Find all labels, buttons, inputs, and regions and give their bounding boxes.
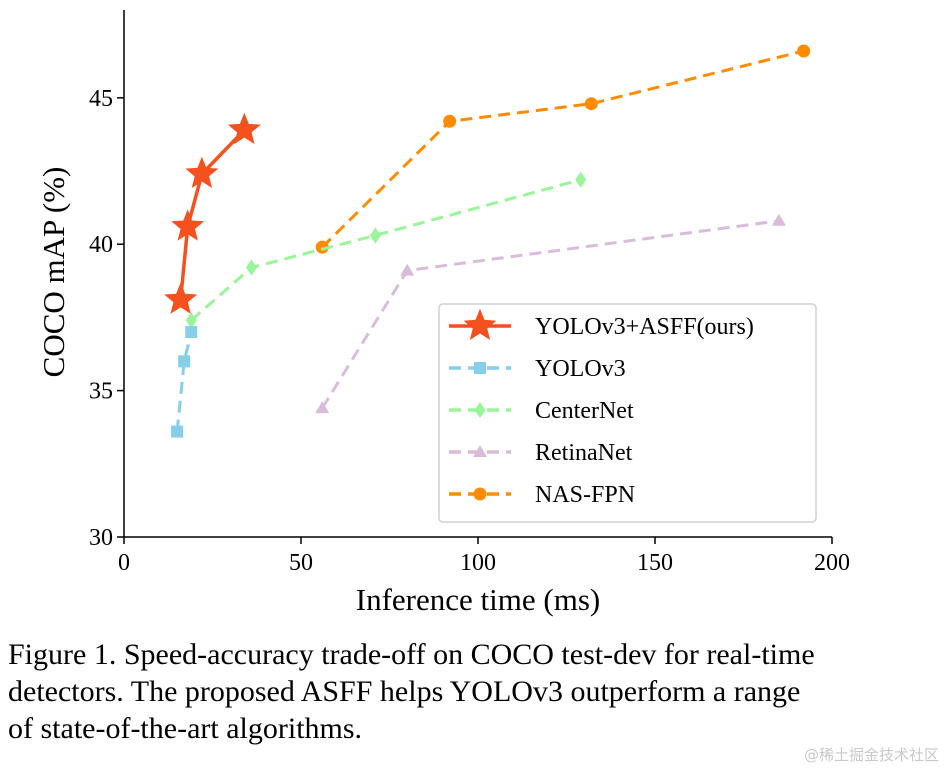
data-point <box>315 401 330 414</box>
chart-axes: 0 50 100 150 200 30 35 40 45 <box>89 10 850 576</box>
x-axis-label: Inference time (ms) <box>356 582 600 617</box>
series-line <box>175 331 193 432</box>
caption-line-1: Figure 1. Speed-accuracy trade-off on CO… <box>8 638 815 671</box>
data-point <box>185 312 197 329</box>
x-tick-label: 100 <box>460 550 496 576</box>
series-retinanet <box>315 213 786 414</box>
series-yolov3-asff-ours <box>164 112 261 314</box>
chart-series <box>164 44 811 438</box>
x-tick-label: 0 <box>118 550 130 576</box>
data-point <box>443 114 457 128</box>
data-point <box>315 240 329 254</box>
data-point <box>185 326 198 339</box>
legend-marker <box>473 445 487 457</box>
y-tick-label: 30 <box>89 525 113 551</box>
data-point <box>178 355 191 368</box>
y-tick-label: 45 <box>89 86 113 112</box>
legend-marker <box>463 308 497 340</box>
y-tick-label: 35 <box>89 379 113 405</box>
caption-line-3: of state-of-the-art algorithms. <box>8 712 363 745</box>
legend-label: CenterNet <box>535 398 634 424</box>
legend-label: NAS-FPN <box>535 482 635 508</box>
caption-line-2: detectors. The proposed ASFF helps YOLOv… <box>8 675 801 708</box>
legend-label: RetinaNet <box>535 440 633 466</box>
legend-marker <box>473 487 487 501</box>
series-line <box>178 128 246 300</box>
x-tick-label: 150 <box>637 550 673 576</box>
data-point <box>575 171 587 188</box>
data-point <box>584 97 598 111</box>
x-tick-label: 200 <box>814 550 850 576</box>
data-point <box>171 425 184 438</box>
series-line <box>190 178 582 322</box>
data-point <box>771 213 786 226</box>
legend-box <box>438 303 817 523</box>
legend-marker <box>474 402 486 418</box>
data-point <box>797 44 811 58</box>
figure-caption: Figure 1. Speed-accuracy trade-off on CO… <box>8 636 938 747</box>
series-line <box>321 49 805 249</box>
data-point <box>369 227 381 244</box>
data-point <box>400 263 415 276</box>
series-centernet <box>185 171 587 329</box>
x-tick-label: 50 <box>289 550 313 576</box>
chart-legend: YOLOv3+ASFF(ours) YOLOv3 CenterNet RetinaNe… <box>438 303 817 523</box>
data-point <box>185 156 219 188</box>
data-point <box>245 259 257 276</box>
data-point <box>227 112 261 145</box>
legend-marker <box>474 362 486 374</box>
series-nas-fpn <box>315 44 811 254</box>
watermark: @稀土掘金技术社区 <box>803 746 939 764</box>
y-axis-label: COCO mAP (%) <box>36 167 71 378</box>
legend-label: YOLOv3+ASFF(ours) <box>535 314 754 340</box>
legend-label: YOLOv3 <box>535 356 626 382</box>
y-tick-label: 40 <box>89 232 113 258</box>
data-point <box>164 282 198 314</box>
data-point <box>171 209 205 241</box>
series-yolov3 <box>171 326 198 438</box>
